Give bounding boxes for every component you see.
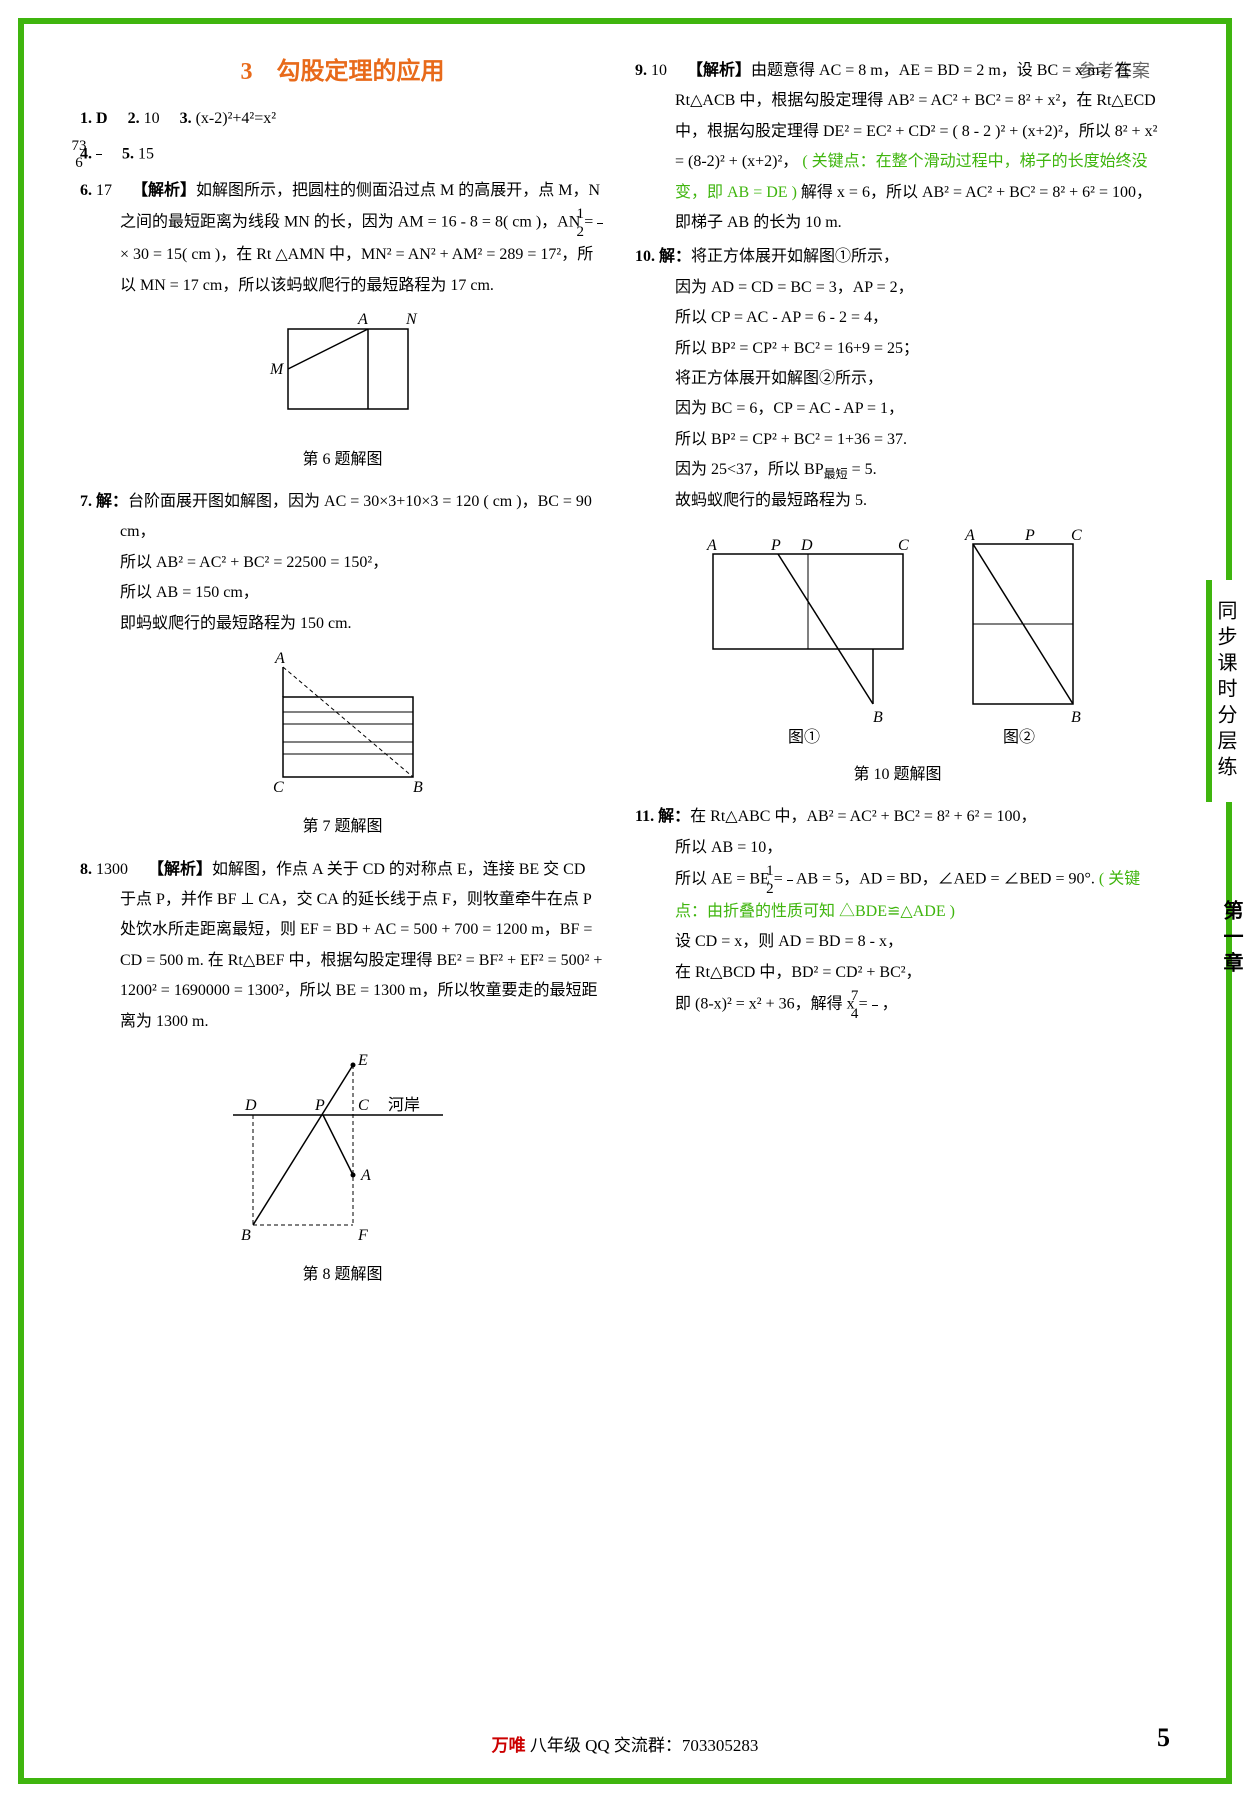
side-tab-label: 同步课时分层练 xyxy=(1206,580,1250,802)
svg-text:D: D xyxy=(800,537,813,554)
fig6: A N M 第 6 题解图 xyxy=(80,309,605,475)
q1-q3: 1. D 2. 10 3. (x-2)²+4²=x² xyxy=(80,104,605,134)
svg-text:A: A xyxy=(964,527,975,544)
svg-text:P: P xyxy=(770,537,781,554)
svg-text:D: D xyxy=(244,1097,257,1114)
svg-text:C: C xyxy=(898,537,909,554)
fig10: A P D C B 图① A P C B 图② 第 10 题解图 xyxy=(635,524,1160,790)
q6: 6. 17 【解析】如解图所示，把圆柱的侧面沿过点 M 的高展开，点 M，N 之… xyxy=(80,176,605,301)
svg-text:图②: 图② xyxy=(1003,728,1035,744)
q11: 11. 解：在 Rt△ABC 中，AB² = AC² + BC² = 8² + … xyxy=(635,802,1160,1022)
svg-text:A: A xyxy=(360,1167,371,1184)
fig6-cap: 第 6 题解图 xyxy=(80,445,605,475)
svg-text:P: P xyxy=(314,1097,325,1114)
q7: 7. 解：台阶面展开图如解图，因为 AC = 30×3+10×3 = 120 (… xyxy=(80,487,605,639)
fig8-cap: 第 8 题解图 xyxy=(80,1260,605,1290)
right-column: 9. 10 【解析】由题意得 AC = 8 m，AE = BD = 2 m，设 … xyxy=(635,50,1160,1303)
svg-text:图①: 图① xyxy=(788,728,820,744)
svg-text:C: C xyxy=(273,779,284,796)
fig7-cap: 第 7 题解图 xyxy=(80,812,605,842)
svg-text:B: B xyxy=(873,709,883,726)
svg-text:A: A xyxy=(357,311,368,328)
fig10-cap: 第 10 题解图 xyxy=(635,760,1160,790)
svg-text:C: C xyxy=(358,1097,369,1114)
svg-text:N: N xyxy=(405,311,418,328)
q9: 9. 10 【解析】由题意得 AC = 8 m，AE = BD = 2 m，设 … xyxy=(635,56,1160,238)
page-number: 5 xyxy=(1157,1713,1170,1762)
svg-text:E: E xyxy=(357,1052,368,1069)
fig7: A C B 第 7 题解图 xyxy=(80,647,605,843)
svg-text:A: A xyxy=(706,537,717,554)
q8: 8. 1300 【解析】如解图，作点 A 关于 CD 的对称点 E，连接 BE … xyxy=(80,855,605,1037)
svg-text:P: P xyxy=(1024,527,1035,544)
side-chapter: 第一章 xyxy=(1206,900,1250,978)
svg-text:A: A xyxy=(274,650,285,667)
svg-text:B: B xyxy=(241,1227,251,1244)
svg-text:F: F xyxy=(357,1227,368,1244)
footer: 万唯 八年级 QQ 交流群：703305283 xyxy=(0,1730,1250,1762)
svg-text:M: M xyxy=(269,361,285,378)
svg-text:C: C xyxy=(1071,527,1082,544)
svg-text:河岸: 河岸 xyxy=(388,1096,420,1114)
left-column: 3 勾股定理的应用 1. D 2. 10 3. (x-2)²+4²=x² 4. … xyxy=(80,50,605,1303)
svg-text:B: B xyxy=(1071,709,1081,726)
section-title: 3 勾股定理的应用 xyxy=(80,50,605,96)
fig8: D P C E A B F 河岸 第 8 题解图 xyxy=(80,1045,605,1291)
svg-text:B: B xyxy=(413,779,423,796)
page-content: 3 勾股定理的应用 1. D 2. 10 3. (x-2)²+4²=x² 4. … xyxy=(80,50,1160,1303)
q4-q5: 4. 736 5. 15 xyxy=(80,138,605,172)
q10: 10. 解：将正方体展开如解图①所示， 因为 AD = CD = BC = 3，… xyxy=(635,242,1160,516)
